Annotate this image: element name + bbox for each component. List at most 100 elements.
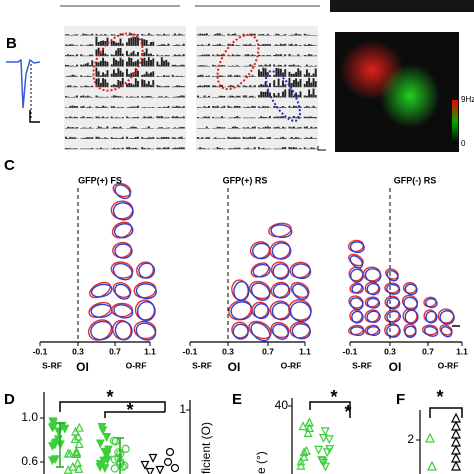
marker [121, 444, 130, 453]
histogram [80, 75, 94, 77]
histogram [110, 68, 124, 77]
rf-ellipse [112, 262, 133, 281]
rf-ellipse [349, 255, 364, 269]
histogram [95, 126, 109, 129]
histogram [273, 54, 287, 56]
rf-ellipse [289, 301, 312, 323]
panel-label: E [232, 391, 242, 408]
histogram [288, 43, 302, 46]
rf-ellipse [253, 303, 270, 320]
histogram [242, 147, 256, 149]
histogram [273, 116, 287, 118]
histogram [303, 33, 317, 36]
histogram [258, 64, 271, 67]
histogram [171, 85, 185, 87]
marker [68, 461, 78, 471]
error-bar [116, 437, 124, 474]
histogram [273, 43, 287, 46]
rf-ellipse [252, 263, 271, 278]
rf-ellipse [290, 281, 310, 299]
panel-label: B [6, 35, 17, 52]
rf-ellipse [404, 283, 418, 296]
rf-ellipse [135, 283, 157, 300]
rf-ellipse [112, 202, 134, 221]
marker [320, 462, 330, 472]
x-tick-label: 1.1 [299, 346, 311, 356]
histogram [126, 96, 139, 98]
histogram [126, 78, 139, 87]
histogram [258, 116, 271, 118]
histogram [197, 106, 210, 108]
histogram [242, 64, 256, 67]
histogram [65, 105, 78, 108]
rf-ellipse [386, 283, 401, 295]
rf-ellipse [114, 184, 131, 200]
histogram [65, 126, 78, 129]
histogram [156, 43, 170, 46]
x-tick-label: 1.1 [456, 346, 468, 356]
histogram [212, 75, 226, 77]
histogram [242, 54, 256, 56]
marker [318, 434, 328, 443]
marker [50, 455, 60, 465]
histogram [156, 33, 170, 36]
rf-ellipse [90, 283, 113, 298]
rf-ellipse [423, 325, 439, 337]
histogram [156, 116, 170, 118]
histogram [288, 137, 302, 139]
histogram [303, 68, 317, 77]
rf-ellipse [404, 325, 417, 338]
histogram [80, 85, 94, 87]
histogram [303, 126, 317, 129]
marker [314, 445, 324, 455]
colorbar-min: 0 [461, 139, 466, 148]
histogram [171, 116, 185, 118]
marker [299, 451, 309, 461]
marker [296, 460, 306, 470]
heatmap-blob [380, 64, 440, 128]
marker [70, 434, 80, 444]
marker [110, 464, 119, 473]
rf-ellipse [349, 241, 365, 254]
rf-ellipse [349, 268, 364, 283]
marker [73, 431, 83, 441]
marker [299, 447, 309, 457]
bracket [429, 407, 463, 418]
marker [170, 463, 180, 473]
histogram [197, 85, 210, 87]
rf-ellipse [272, 263, 290, 280]
histogram [212, 105, 226, 108]
histogram [156, 127, 170, 129]
histogram [95, 67, 109, 77]
histogram [95, 105, 109, 108]
histogram [273, 89, 287, 98]
histogram [197, 137, 210, 139]
histogram [273, 147, 287, 149]
histogram [110, 47, 124, 56]
x-tick-label: -0.1 [33, 346, 48, 356]
rf-ellipse [272, 323, 289, 340]
axis-label: OI [389, 360, 402, 374]
histogram [227, 43, 241, 46]
rf-ellipse [440, 326, 453, 338]
histogram [242, 105, 256, 108]
marker [74, 463, 84, 473]
histogram [141, 57, 155, 67]
rf-ellipse [425, 310, 438, 324]
x-tick-label: -0.1 [183, 346, 198, 356]
x-tick-label: 1.1 [144, 346, 156, 356]
histogram [65, 54, 78, 56]
marker [118, 462, 127, 471]
histogram [156, 96, 170, 98]
histogram [242, 75, 256, 77]
histogram [65, 34, 78, 36]
rf-ellipse [250, 282, 271, 301]
y-axis-label: e (°) [254, 451, 268, 474]
histogram [227, 95, 241, 98]
axis-label: O-RF [281, 360, 302, 370]
histogram [227, 126, 241, 129]
histogram [171, 43, 185, 46]
waveform [6, 58, 41, 109]
histogram [156, 54, 170, 56]
marker [95, 460, 105, 469]
